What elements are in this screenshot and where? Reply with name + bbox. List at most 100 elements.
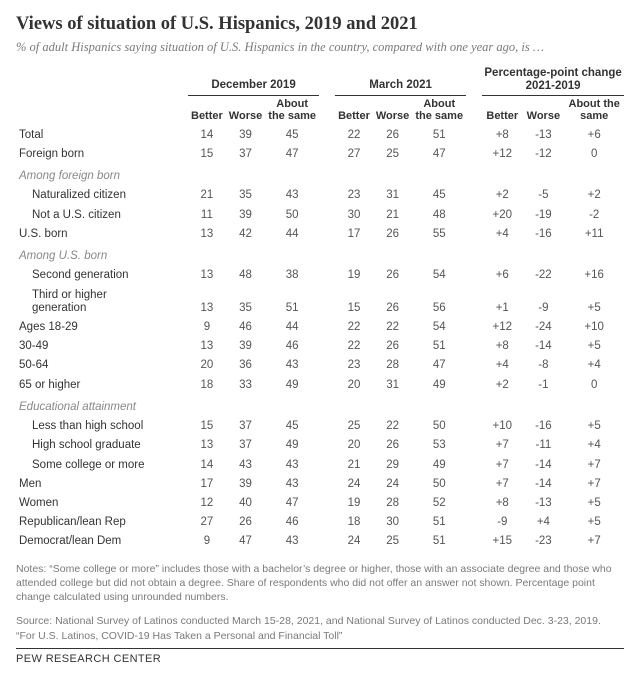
cell: 0 [564,145,624,164]
cell: 43 [265,532,319,551]
row-label: 65 or higher [16,376,188,395]
cell: 30 [335,206,373,225]
cell: 13 [188,286,226,318]
row-label: Republican/lean Rep [16,513,188,532]
cell: 24 [373,475,412,494]
section-header: Among foreign born [16,164,624,186]
cell: 28 [373,356,412,375]
cell: 43 [265,356,319,375]
cell: 51 [412,126,466,145]
cell: 49 [265,376,319,395]
cell: -23 [522,532,564,551]
row-label: Women [16,494,188,513]
row-label: U.S. born [16,225,188,244]
cell: 40 [226,494,265,513]
cell: -14 [522,456,564,475]
cell: 47 [412,145,466,164]
cell: -12 [522,145,564,164]
row-label: Naturalized citizen [16,186,188,205]
source-text: Source: National Survey of Latinos condu… [16,614,624,628]
cell: 36 [226,356,265,375]
col-better-3: Better [482,95,522,126]
cell: +5 [564,417,624,436]
section-header-label: Among foreign born [16,164,188,186]
cell: 23 [335,356,373,375]
cell: +10 [564,318,624,337]
cell: 43 [265,456,319,475]
cell: 13 [188,337,226,356]
cell: 38 [265,266,319,285]
cell: 30 [373,513,412,532]
cell: 13 [188,436,226,455]
cell: 26 [373,225,412,244]
cell: +2 [482,376,522,395]
cell: 27 [335,145,373,164]
cell: +8 [482,126,522,145]
table-row: Women124047192852+8-13+5 [16,494,624,513]
cell: 55 [412,225,466,244]
cell: -13 [522,126,564,145]
cell: 17 [335,225,373,244]
cell: +7 [564,532,624,551]
notes-text: Notes: “Some college or more” includes t… [16,562,624,605]
cell: 56 [412,286,466,318]
table-row: Third or highergeneration133551152656+1-… [16,286,624,318]
chart-title: Views of situation of U.S. Hispanics, 20… [16,14,624,35]
cell: 15 [335,286,373,318]
row-label: Some college or more [16,456,188,475]
cell: +2 [482,186,522,205]
cell: -22 [522,266,564,285]
cell: 46 [226,318,265,337]
cell: 48 [226,266,265,285]
cell: 11 [188,206,226,225]
cell: +4 [482,356,522,375]
table-row: 30-49133946222651+8-14+5 [16,337,624,356]
col-same-1: About the same [265,95,319,126]
cell: +2 [564,186,624,205]
cell: 37 [226,145,265,164]
cell: 22 [373,417,412,436]
cell: 51 [412,513,466,532]
cell: 21 [373,206,412,225]
cell: 50 [265,206,319,225]
table-row: Naturalized citizen213543233145+2-5+2 [16,186,624,205]
cell: 12 [188,494,226,513]
row-label: 50-64 [16,356,188,375]
cell: +7 [564,456,624,475]
cell: +15 [482,532,522,551]
cell: 27 [188,513,226,532]
cell: 39 [226,337,265,356]
cell: 15 [188,145,226,164]
table-row: 65 or higher183349203149+2-10 [16,376,624,395]
cell: -11 [522,436,564,455]
table-row: High school graduate133749202653+7-11+4 [16,436,624,455]
cell: 47 [226,532,265,551]
cell: 45 [265,126,319,145]
cell: 43 [265,475,319,494]
cell: +4 [522,513,564,532]
cell: 24 [335,475,373,494]
cell: -9 [522,286,564,318]
col-same-3: About the same [564,95,624,126]
cell: 21 [335,456,373,475]
cell: +7 [482,456,522,475]
table-row: Ages 18-2994644222254+12-24+10 [16,318,624,337]
cell: 48 [412,206,466,225]
cell: 42 [226,225,265,244]
cell: 31 [373,186,412,205]
cell: -14 [522,475,564,494]
cell: 47 [265,494,319,513]
cell: 19 [335,494,373,513]
section-header: Among U.S. born [16,244,624,266]
cell: 35 [226,186,265,205]
cell: 22 [335,126,373,145]
cell: -16 [522,417,564,436]
cell: 37 [226,436,265,455]
row-label: Men [16,475,188,494]
cell: 18 [188,376,226,395]
section-header: Educational attainment [16,395,624,417]
cell: +5 [564,494,624,513]
row-label: Second generation [16,266,188,285]
cell: 22 [335,337,373,356]
col-worse-2: Worse [373,95,412,126]
